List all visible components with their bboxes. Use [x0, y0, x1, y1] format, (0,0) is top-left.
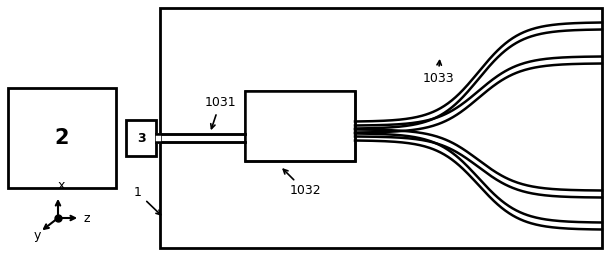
Text: 1033: 1033 [422, 61, 454, 84]
Bar [245, 91, 355, 161]
Text: x: x [57, 179, 64, 192]
Text: 3: 3 [137, 132, 145, 144]
Text: y: y [33, 229, 41, 242]
Text: 2: 2 [55, 128, 69, 148]
Text: z: z [84, 211, 91, 225]
Bar [126, 120, 156, 156]
Bar [160, 8, 602, 248]
Bar [8, 88, 116, 188]
Bar [245, 91, 355, 161]
Bar [246, 92, 354, 160]
Text: 1032: 1032 [283, 169, 321, 197]
Text: 1: 1 [134, 187, 161, 215]
Text: 1031: 1031 [204, 97, 236, 129]
